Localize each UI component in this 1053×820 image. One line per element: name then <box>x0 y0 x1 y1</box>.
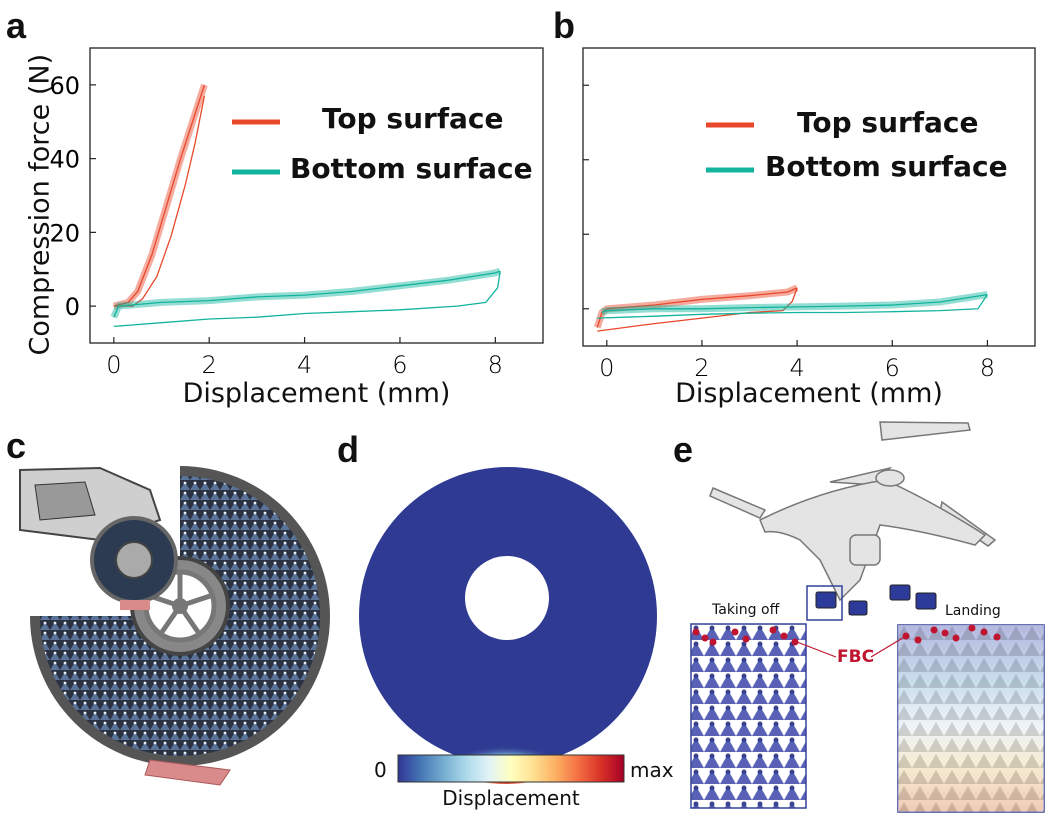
pad-highlight-box <box>806 585 843 621</box>
fbc-label: FBC <box>837 647 875 667</box>
legend-a-top: Top surface <box>322 102 504 135</box>
series-bottom-unloading <box>113 271 501 328</box>
x-tick-label: 8 <box>980 354 995 382</box>
y-tick-label: 0 <box>65 293 80 321</box>
disk-hole <box>465 556 549 640</box>
fbc-leader-left <box>796 641 837 658</box>
x-tick-label: 2 <box>694 354 709 382</box>
series-bottom-unloading <box>597 294 988 319</box>
x-tick-label: 6 <box>885 354 900 382</box>
x-tick-label: 4 <box>297 351 312 379</box>
vehicle-inset <box>19 466 178 610</box>
x-tick-label: 6 <box>392 351 407 379</box>
fbc-nodes <box>692 624 1001 646</box>
colorbar-max: max <box>630 758 674 782</box>
chart-a: 0 2 4 6 8 0 20 40 60 <box>49 47 544 379</box>
taking-off-label: Taking off <box>712 602 780 618</box>
plot-frame <box>582 47 1036 347</box>
panel-label-b: b <box>553 5 575 46</box>
drone-body <box>709 421 997 602</box>
y-tick-label: 40 <box>49 146 80 174</box>
x-tick-label: 0 <box>106 351 121 379</box>
landing-pads <box>815 584 937 616</box>
chart-a-xlabel: Displacement (mm) <box>182 378 451 409</box>
colorbar <box>397 754 625 783</box>
lattice-taking-off <box>690 623 807 809</box>
legend-b-top: Top surface <box>797 106 979 139</box>
plot-frame <box>89 47 544 344</box>
panel-label-a: a <box>6 5 27 46</box>
series-top-unloading <box>597 287 798 332</box>
series-top-loading <box>113 84 206 307</box>
legend-b-bottom: Bottom surface <box>765 150 1008 183</box>
panel-label-d: d <box>337 429 359 470</box>
x-tick-label: 2 <box>202 351 217 379</box>
fbc-leader-right <box>870 635 907 658</box>
panel-label-c: c <box>6 425 27 466</box>
series-bottom-loading <box>113 270 501 318</box>
chart-b: 0 2 4 6 8 <box>582 47 1036 382</box>
chart-b-xlabel: Displacement (mm) <box>675 378 943 409</box>
y-tick-label: 20 <box>49 219 80 247</box>
colorbar-label: Displacement <box>442 786 580 810</box>
legend-a-bottom: Bottom surface <box>290 152 533 185</box>
x-tick-label: 8 <box>488 351 503 379</box>
landing-label: Landing <box>945 603 1001 619</box>
x-tick-label: 0 <box>599 354 614 382</box>
panel-label-e: e <box>673 429 694 470</box>
colorbar-min: 0 <box>374 758 387 782</box>
contact-plate <box>144 759 231 786</box>
y-tick-label: 60 <box>49 72 80 100</box>
series-bottom-loading <box>601 293 988 314</box>
x-tick-label: 4 <box>789 354 804 382</box>
